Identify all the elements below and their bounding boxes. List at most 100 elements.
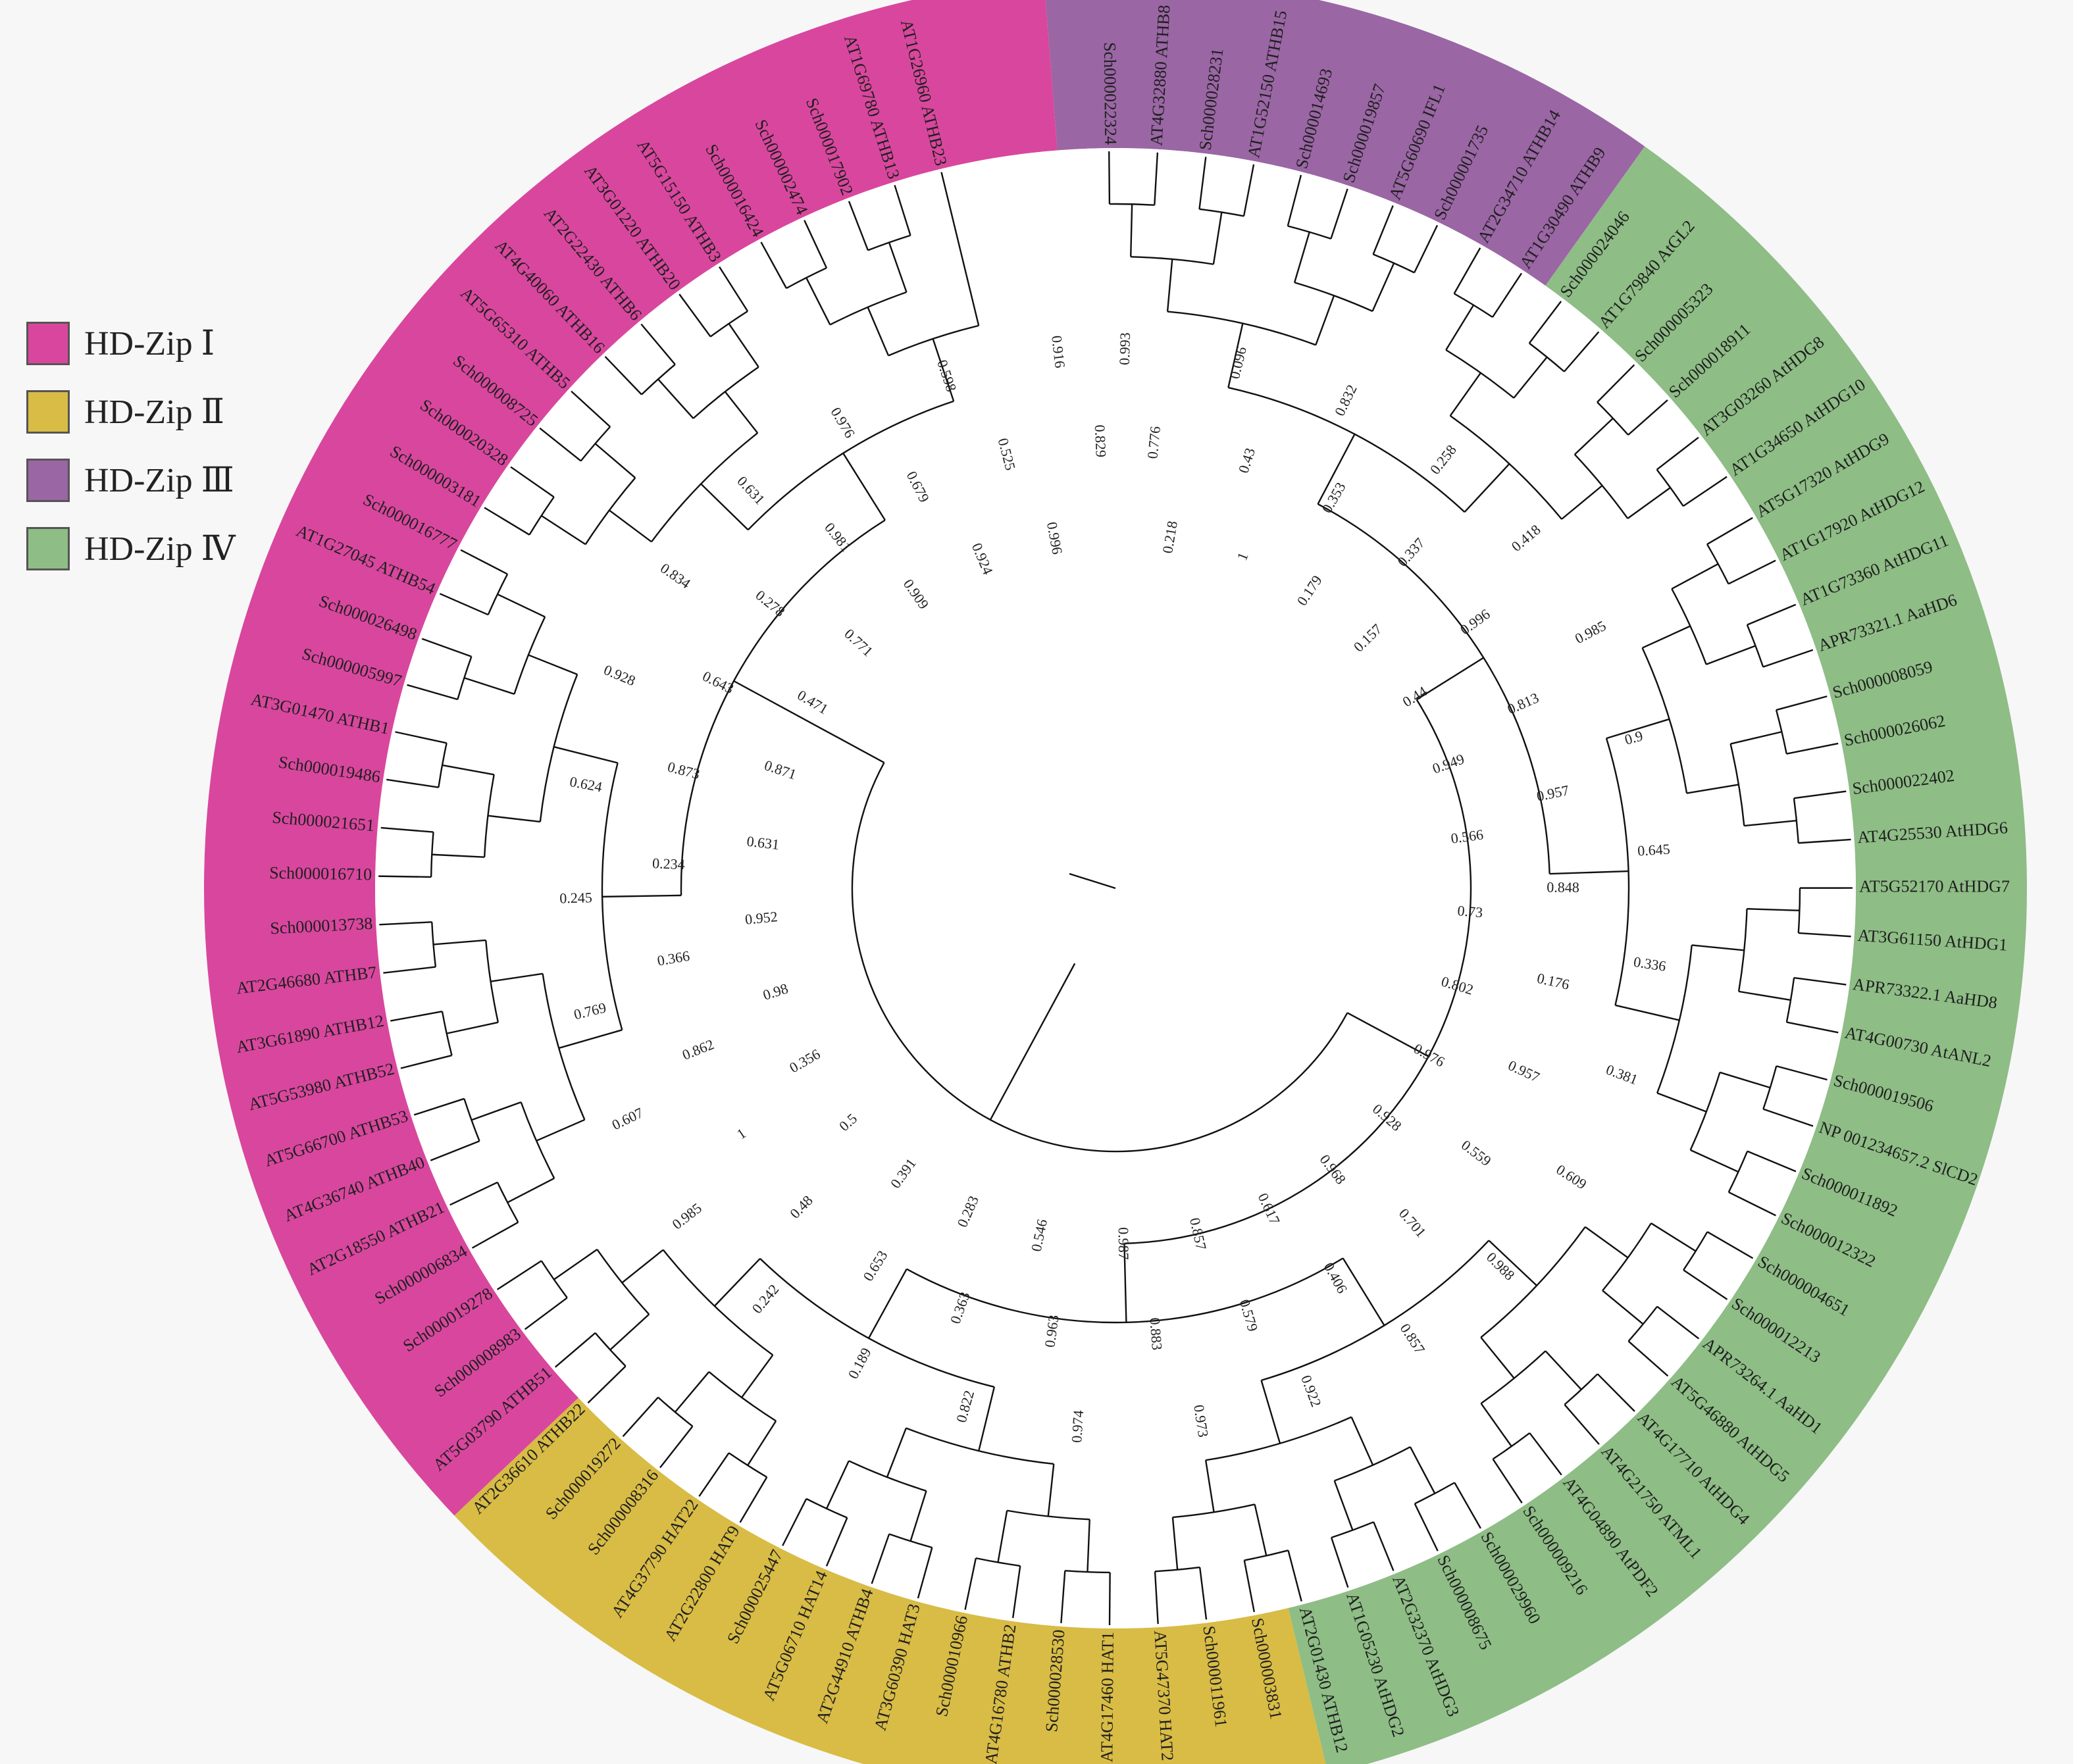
branch-segment: [1706, 1231, 1754, 1259]
branch-segment: [719, 266, 749, 312]
branch-segment: [1585, 1226, 1629, 1259]
branch-segment: [1563, 331, 1600, 372]
branch-segment: [741, 1354, 774, 1398]
branch-segment: [1561, 485, 1603, 520]
branch-segment: [471, 1101, 522, 1121]
sector-hd-zip-ii: [454, 1398, 1326, 1764]
branch-segment: [587, 1365, 627, 1404]
branch-segment: [609, 509, 652, 543]
branch-segment: [497, 593, 546, 618]
branch-segment: [1671, 563, 1719, 590]
branch-segment: [1786, 742, 1839, 755]
branch-segment: [932, 338, 955, 402]
branch-arc: [1656, 945, 1693, 1094]
branch-segment: [1342, 1257, 1385, 1326]
branch-segment: [886, 1428, 907, 1478]
branch-segment: [1198, 157, 1207, 209]
branch-segment: [553, 745, 618, 764]
branch-segment: [1108, 151, 1111, 205]
branch-segment: [1454, 1482, 1481, 1529]
branch-segment: [1372, 205, 1394, 255]
branch-segment: [1728, 559, 1776, 585]
legend-swatch-hd-zip-i: [26, 322, 70, 365]
branch-segment: [825, 1460, 850, 1509]
bootstrap-value: 0.883: [1146, 1317, 1165, 1351]
branch-segment: [395, 731, 447, 744]
branch-arc: [1605, 738, 1630, 1006]
branch-segment: [1776, 695, 1828, 711]
branch-segment: [528, 654, 578, 676]
branch-segment: [464, 677, 515, 695]
branch-segment: [1747, 908, 1800, 912]
branch-arc: [1564, 1373, 1599, 1405]
branch-segment: [383, 966, 436, 974]
branch-segment: [1453, 247, 1481, 294]
branch-segment: [609, 1313, 650, 1351]
branch-segment: [1691, 944, 1745, 951]
legend: HD-Zip Ⅰ HD-Zip Ⅱ HD-Zip Ⅲ HD-Zip Ⅳ: [26, 309, 236, 583]
branch-arc: [1261, 1240, 1490, 1382]
branch-segment: [1330, 1537, 1349, 1588]
bootstrap-value: 0.952: [744, 908, 779, 928]
branch-segment: [867, 1269, 908, 1339]
branch-segment: [1491, 272, 1523, 318]
branch-segment: [536, 1119, 585, 1142]
branch-segment: [1414, 224, 1439, 273]
branch-segment: [1528, 301, 1562, 344]
branch-segment: [953, 223, 967, 275]
branch-segment: [558, 1029, 623, 1049]
branch-segment: [1747, 603, 1797, 626]
branch-segment: [433, 939, 486, 945]
sector-hd-zip-iv: [1288, 146, 2027, 1764]
branch-arc: [680, 519, 886, 895]
tip-label: AT4G17460 HAT1: [1097, 1632, 1117, 1763]
branch-segment: [1488, 1240, 1537, 1286]
branch-segment: [1656, 1092, 1707, 1113]
branch-segment: [867, 307, 890, 356]
branch-segment: [1492, 1458, 1523, 1503]
branch-segment: [1130, 204, 1133, 257]
tip-label: Sch000022324: [1100, 42, 1120, 145]
bootstrap-value: 0.916: [1048, 335, 1069, 369]
branch-segment: [1706, 645, 1756, 665]
branch-segment: [1683, 476, 1728, 507]
branch-segment: [539, 427, 582, 462]
branch-segment: [1171, 1517, 1179, 1570]
branch-segment: [1793, 790, 1847, 799]
bootstrap-value: 0.829: [1092, 424, 1110, 458]
branch-segment: [1330, 188, 1348, 239]
branch-segment: [782, 1498, 807, 1546]
branch-segment: [1627, 399, 1668, 436]
branch-segment: [1166, 259, 1173, 312]
branch-segment: [390, 1011, 443, 1022]
legend-label-hd-zip-iv: HD-Zip Ⅳ: [84, 530, 236, 568]
branch-segment: [1123, 1243, 1127, 1323]
branch-segment: [1786, 1021, 1839, 1034]
legend-swatch-hd-zip-ii: [26, 390, 70, 434]
branch-segment: [1686, 784, 1739, 794]
branch-segment: [806, 277, 831, 326]
branch-segment: [698, 1452, 730, 1497]
branch-segment: [825, 1517, 848, 1567]
branch-segment: [430, 1140, 480, 1161]
branch-segment: [471, 1221, 519, 1249]
legend-label-hd-zip-iii: HD-Zip Ⅲ: [84, 462, 234, 499]
branch-arc: [487, 573, 509, 615]
bootstrap-value: 0.631: [746, 833, 780, 853]
bootstrap-value: 0.993: [1116, 332, 1133, 365]
branch-segment: [747, 1420, 777, 1466]
branch-segment: [1287, 174, 1302, 226]
branch-segment: [940, 172, 955, 224]
branch-segment: [1260, 1380, 1281, 1444]
branch-segment: [1416, 657, 1484, 701]
branch-segment: [1656, 1305, 1700, 1340]
legend-item-hd-zip-iii: HD-Zip Ⅲ: [26, 446, 236, 515]
branch-segment: [378, 875, 432, 878]
branch-segment: [421, 638, 472, 658]
bootstrap-value: 0.776: [1144, 426, 1164, 460]
branch-segment: [1293, 232, 1310, 283]
branch-segment: [622, 1396, 659, 1438]
branch-segment: [1793, 976, 1847, 986]
branch-arc: [1706, 543, 1729, 584]
branch-segment: [380, 826, 434, 833]
